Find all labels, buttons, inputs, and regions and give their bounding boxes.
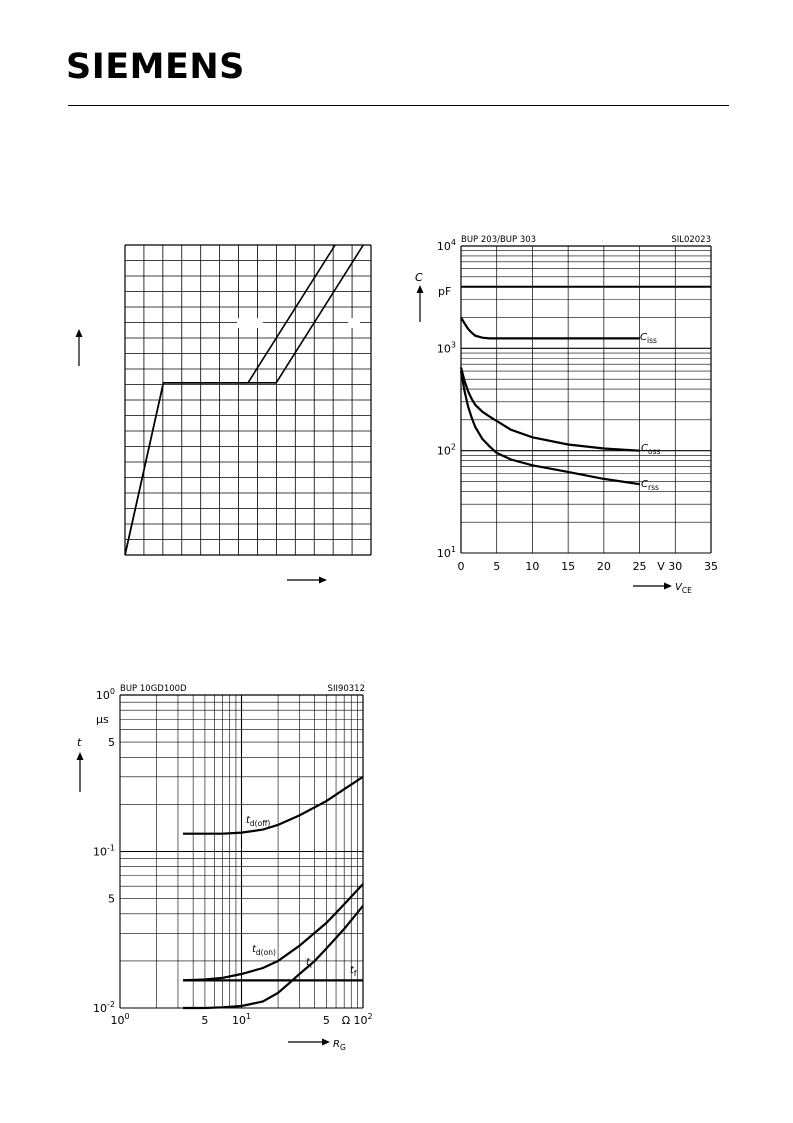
series-rss bbox=[459, 370, 640, 486]
label-gap bbox=[348, 318, 360, 328]
x-tick-label: 25 bbox=[633, 560, 647, 573]
x-axis-arrow-head bbox=[664, 582, 672, 590]
chart-b-title-left: BUP 203/BUP 303 bbox=[461, 235, 536, 245]
x-tick-label: 101 bbox=[232, 1012, 251, 1027]
header-rule bbox=[68, 105, 729, 106]
series-line-1 bbox=[124, 244, 364, 556]
x-tick-label: 15 bbox=[561, 560, 575, 573]
y-axis-label: t bbox=[77, 736, 82, 749]
chart-c-title-left: BUP 10GD100D bbox=[120, 684, 187, 694]
x-tick-label: 0 bbox=[458, 560, 465, 573]
series-label-f: tf bbox=[350, 965, 357, 978]
chart-b-title-right: SIL02023 bbox=[671, 235, 711, 245]
x-tick-label: 20 bbox=[597, 560, 611, 573]
y-tick-label: 5 bbox=[108, 893, 115, 906]
label-gap bbox=[237, 318, 263, 328]
chart-c-grid bbox=[119, 694, 364, 1009]
x-tick-label: 5 bbox=[323, 1014, 330, 1027]
chart-c-title-right: SII90312 bbox=[328, 684, 365, 694]
x-tick-label: 35 bbox=[704, 560, 718, 573]
series-oss bbox=[459, 367, 640, 452]
y-tick-label: 10-1 bbox=[93, 844, 115, 859]
y-tick-label: 5 bbox=[108, 736, 115, 749]
x-tick-label: 30 bbox=[668, 560, 682, 573]
series-d(off) bbox=[183, 775, 364, 835]
y-tick-label: 104 bbox=[437, 238, 456, 253]
y-axis-arrow-head bbox=[76, 752, 84, 760]
y-unit: pF bbox=[438, 285, 451, 298]
series-r bbox=[183, 905, 364, 1010]
x-tick-label: 5 bbox=[201, 1014, 208, 1027]
series-label-r: tr bbox=[306, 957, 314, 970]
x-tick-label: 100 bbox=[110, 1012, 129, 1027]
x-tick-label: 102 bbox=[353, 1012, 372, 1027]
series-label-d(off): td(off) bbox=[246, 815, 270, 828]
y-tick-label: 100 bbox=[96, 687, 115, 702]
x-axis-arrow-head bbox=[322, 1038, 330, 1046]
x-tick-label: 5 bbox=[493, 560, 500, 573]
y-axis-arrow-head bbox=[416, 285, 424, 293]
y-tick-label: 10-2 bbox=[93, 1000, 115, 1015]
x-tick-label: 10 bbox=[525, 560, 539, 573]
y-axis-label: C bbox=[415, 271, 423, 284]
y-tick-label: 101 bbox=[437, 545, 456, 560]
x-axis-label: VCE bbox=[675, 582, 692, 595]
x-axis-label: RG bbox=[333, 1039, 346, 1052]
series-label-d(on): td(on) bbox=[252, 944, 276, 957]
x-unit: V bbox=[657, 560, 665, 573]
x-axis-arrow-head bbox=[319, 576, 327, 584]
x-unit: Ω bbox=[342, 1014, 350, 1027]
series-iss bbox=[460, 316, 640, 340]
y-tick-label: 103 bbox=[437, 340, 456, 355]
y-axis-arrow-head bbox=[75, 329, 83, 337]
series-label-rss: Crss bbox=[641, 479, 659, 492]
series-d(on) bbox=[182, 883, 364, 982]
siemens-logo: SIEMENS bbox=[66, 47, 245, 87]
series-label-iss: Ciss bbox=[640, 332, 657, 345]
y-tick-label: 102 bbox=[437, 443, 456, 458]
series-label-oss: Coss bbox=[641, 443, 660, 456]
y-unit: µs bbox=[96, 713, 109, 726]
